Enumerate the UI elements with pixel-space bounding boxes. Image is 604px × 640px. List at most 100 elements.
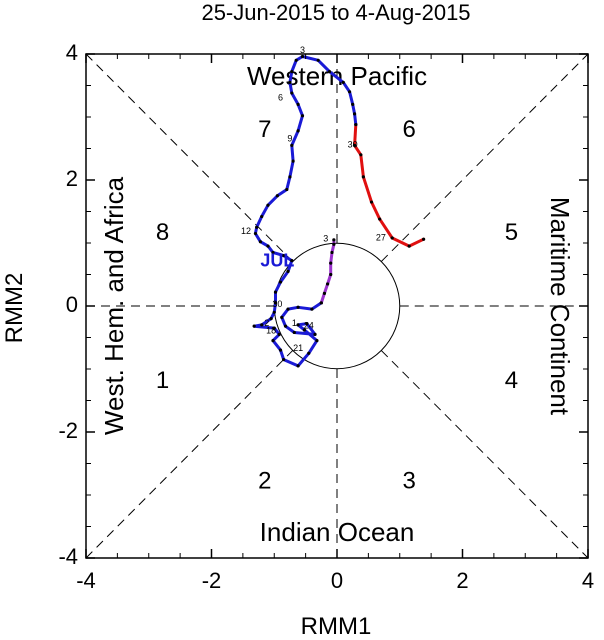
trajectory-point xyxy=(288,175,292,179)
trajectory-point xyxy=(266,203,270,207)
day-label: 3 xyxy=(323,234,328,244)
trajectory-point xyxy=(351,102,355,106)
trajectory-point xyxy=(296,129,300,133)
trajectory-point xyxy=(361,175,365,179)
phase-label: 4 xyxy=(505,367,518,394)
trajectory-point xyxy=(260,323,264,327)
trajectory-point xyxy=(290,143,294,147)
trajectory-point xyxy=(332,238,336,242)
phase-label: 2 xyxy=(258,468,271,495)
trajectory-point xyxy=(407,244,411,248)
month-labels: JUL xyxy=(260,251,294,271)
chart-title: 25-Jun-2015 to 4-Aug-2015 xyxy=(201,0,470,25)
day-label: 3 xyxy=(300,45,305,55)
y-tick-label: -2 xyxy=(58,418,78,443)
trajectory-point xyxy=(271,250,275,255)
day-label: 9 xyxy=(287,133,292,143)
trajectory-point xyxy=(269,317,273,321)
day-label: 2 xyxy=(264,318,269,328)
phase-label: 5 xyxy=(505,219,518,246)
day-label: 30 xyxy=(272,299,282,309)
trajectory-point xyxy=(341,80,345,84)
trajectory-point xyxy=(255,225,259,229)
trajectory-point xyxy=(286,269,290,273)
trajectory-point xyxy=(271,339,275,343)
trajectory-point xyxy=(291,159,295,163)
trajectory-point xyxy=(286,307,290,311)
trajectory-segment xyxy=(252,55,358,368)
trajectory-point xyxy=(252,324,256,328)
trajectory-point xyxy=(296,305,300,309)
x-tick-label: -4 xyxy=(76,568,96,593)
day-label: 1 xyxy=(292,318,297,328)
trajectory-point xyxy=(278,348,283,352)
trajectory-point xyxy=(296,364,300,368)
day-label: 21 xyxy=(293,343,303,353)
phase-label: 8 xyxy=(156,219,169,246)
trajectory-point xyxy=(313,332,317,336)
guide-diagonal-ne xyxy=(381,53,589,262)
trajectory-point xyxy=(316,58,320,62)
trajectory-point xyxy=(282,357,286,362)
trajectory-point xyxy=(352,143,357,147)
trajectory-point xyxy=(266,244,270,248)
trajectory-point xyxy=(285,187,289,192)
trajectory-point xyxy=(296,102,300,106)
trajectory-point xyxy=(253,231,258,236)
day-label: 27 xyxy=(376,232,386,242)
trajectory-point xyxy=(290,259,294,263)
trajectory-point xyxy=(327,70,332,74)
y-tick-label: 2 xyxy=(66,166,78,191)
y-axis-label: RMM2 xyxy=(1,273,28,344)
x-tick-label: 0 xyxy=(331,568,343,593)
trajectory-point xyxy=(325,282,330,286)
trajectory-point xyxy=(352,112,357,116)
trajectory-point xyxy=(272,326,276,330)
trajectory-point xyxy=(296,323,300,327)
day-label: 18 xyxy=(266,326,276,336)
trajectory-point xyxy=(290,91,294,95)
trajectory-point xyxy=(330,250,334,255)
y-tick-label: 0 xyxy=(66,292,78,317)
trajectory-point xyxy=(319,301,323,305)
trajectory-point xyxy=(378,217,382,221)
trajectory-point xyxy=(300,54,305,59)
phase-label: 3 xyxy=(402,468,415,495)
trajectory-point xyxy=(332,242,336,246)
trajectory-point xyxy=(302,328,306,332)
day-label: 12 xyxy=(241,226,251,236)
trajectory-point xyxy=(290,70,294,74)
trajectory-point xyxy=(329,272,333,277)
trajectory-point xyxy=(390,236,394,240)
phase-label: 1 xyxy=(156,367,169,394)
trajectory-point xyxy=(359,153,363,157)
trajectory-point xyxy=(322,291,327,295)
guide-diagonal-se xyxy=(381,350,589,559)
region-label: Indian Ocean xyxy=(260,517,415,547)
trajectory-point xyxy=(329,261,333,265)
trajectory-point xyxy=(258,240,263,244)
trajectory-point xyxy=(292,330,296,335)
trajectory-point xyxy=(310,307,314,311)
trajectory-point xyxy=(273,301,278,305)
trajectory-point xyxy=(307,351,311,355)
trajectory-point xyxy=(315,339,319,343)
trajectory-point xyxy=(288,80,292,84)
month-label: JUL xyxy=(260,251,294,271)
trajectory-point xyxy=(300,114,305,118)
region-label: West. Hem. and Africa xyxy=(99,176,129,435)
trajectory-point xyxy=(354,122,358,127)
mjo-trajectory xyxy=(252,54,426,368)
trajectory-point xyxy=(272,310,276,314)
x-tick-label: 2 xyxy=(456,568,468,593)
phase-label: 6 xyxy=(402,116,415,143)
phase-guides xyxy=(85,53,589,559)
trajectory-point xyxy=(294,58,298,62)
trajectory-point xyxy=(347,90,352,94)
x-tick-label: 4 xyxy=(582,568,594,593)
